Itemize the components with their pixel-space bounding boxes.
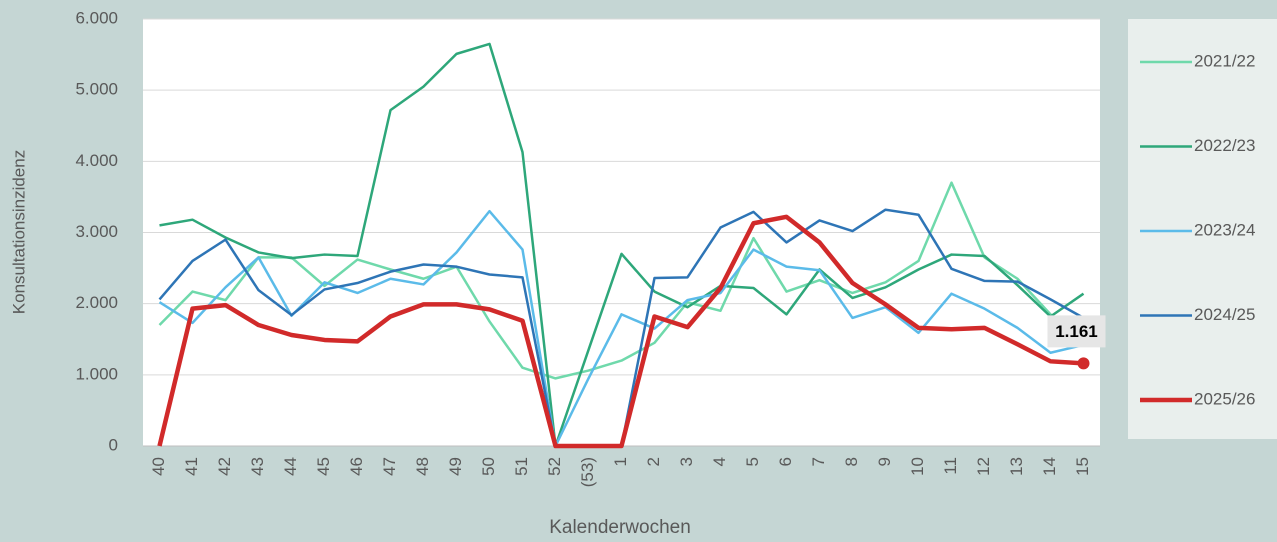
x-tick-label: 1: [611, 457, 630, 466]
x-tick-label: 7: [809, 457, 828, 466]
y-axis-title: Konsultationsinzidenz: [9, 150, 28, 314]
legend-label: 2023/24: [1194, 220, 1255, 239]
x-tick-label: 13: [1007, 457, 1026, 476]
legend-label: 2024/25: [1194, 305, 1255, 324]
y-tick-label: 5.000: [75, 80, 118, 99]
data-label-box: [1047, 315, 1106, 348]
x-tick-label: 6: [776, 457, 795, 466]
data-point: [1077, 357, 1090, 370]
y-tick-label: 2.000: [75, 293, 118, 312]
x-tick-label: 47: [380, 457, 399, 476]
series-line: [158, 209, 1084, 448]
x-tick-label: 42: [215, 457, 234, 476]
x-tick-label: 43: [248, 457, 267, 476]
x-tick-label: 8: [842, 457, 861, 466]
x-tick-label: 46: [347, 457, 366, 476]
y-tick-label: 0: [109, 435, 118, 454]
x-axis-title: Kalenderwochen: [549, 517, 691, 538]
x-tick-label: 45: [314, 457, 333, 476]
x-tick-label: 51: [512, 457, 531, 476]
x-tick-label: 49: [446, 457, 465, 476]
legend-label: 2025/26: [1194, 389, 1255, 408]
x-tick-label: 9: [875, 457, 894, 466]
x-tick-label: 11: [941, 457, 960, 475]
x-tick-label: 2: [644, 457, 663, 466]
y-tick-label: 1.000: [75, 364, 118, 383]
y-tick-label: 3.000: [75, 222, 118, 241]
x-tick-label: (53): [578, 457, 597, 487]
series-line: [159, 42, 1085, 448]
x-tick-label: 52: [545, 457, 564, 476]
x-tick-label: 10: [908, 457, 927, 476]
x-tick-label: 4: [710, 457, 729, 466]
data-label: 1.161: [1055, 322, 1098, 341]
x-tick-label: 14: [1040, 457, 1059, 476]
x-tick-label: 40: [149, 457, 168, 476]
series-line: [157, 214, 1084, 449]
x-tick-label: 3: [677, 457, 696, 466]
x-tick-label: 50: [479, 457, 498, 476]
legend-box: [1128, 19, 1277, 439]
legend-label: 2021/22: [1194, 51, 1255, 70]
x-tick-label: 5: [743, 457, 762, 466]
y-tick-label: 6.000: [75, 8, 118, 27]
x-tick-label: 12: [974, 457, 993, 476]
x-tick-label: 15: [1073, 457, 1092, 476]
x-tick-label: 44: [281, 457, 300, 476]
legend-label: 2022/23: [1194, 136, 1255, 155]
x-tick-label: 48: [413, 457, 432, 476]
y-tick-label: 4.000: [75, 151, 118, 170]
x-tick-label: 41: [182, 457, 201, 476]
